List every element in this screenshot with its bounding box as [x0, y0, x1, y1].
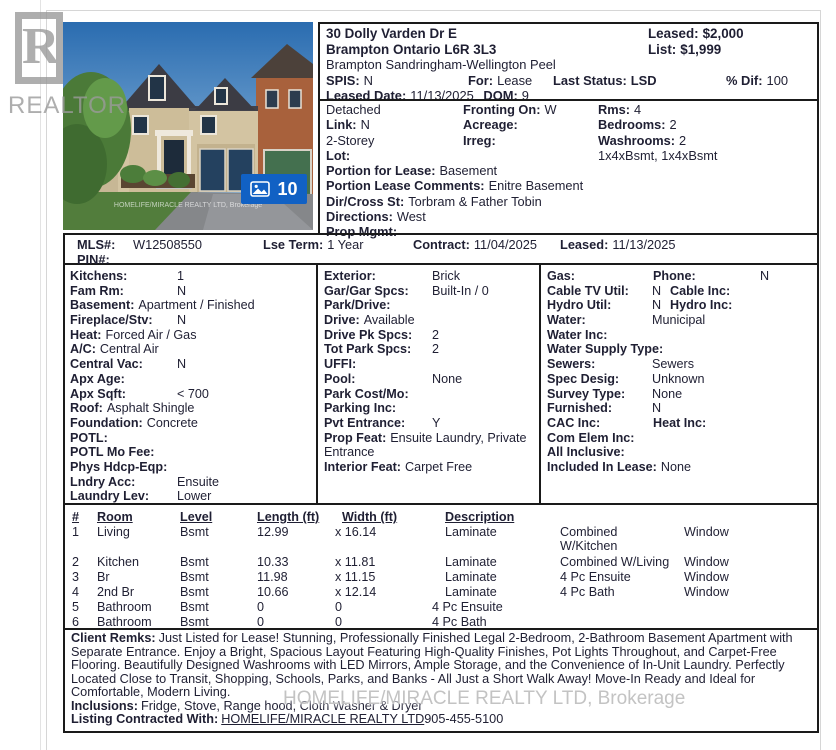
mls-number: W12508550 [133, 237, 203, 252]
details-right-column: Gas: Phone: N Cable TV Util: N Cable Inc… [547, 269, 770, 474]
property-summary: Detached Fronting On: W Rms: 4 Link: N Acre… [326, 102, 718, 240]
details-box: Kitchens: 1 Fam Rm: N Basement: Apartment /… [63, 265, 819, 505]
list-price: List: $1,999 [648, 41, 722, 57]
header-info-box: 30 Dolly Varden Dr E Leased: $2,000 Bramp… [318, 22, 819, 239]
remarks-text: Client Remks: Just Listed for Lease! Stun… [71, 631, 813, 727]
photo-count-badge[interactable]: 10 [241, 174, 307, 204]
washroom-detail: 1x4xBsmt, 1x4xBsmt [598, 147, 718, 163]
listing-photo: HOMELIFE/MIRACLE REALTY LTD, Brokerage 1… [47, 22, 313, 230]
page-frame [46, 10, 821, 750]
photo-watermark: HOMELIFE/MIRACLE REALTY LTD, Brokerage [113, 202, 263, 209]
client-remarks: Just Listed for Lease! Stunning, Profess… [71, 631, 793, 700]
municipality: Brampton Sandringham-Wellington Peel [326, 57, 556, 73]
outer-table-line [40, 0, 41, 750]
remarks-box: Client Remks: Just Listed for Lease! Stun… [63, 630, 819, 733]
realtor-letter: R [22, 18, 60, 75]
mls-row: MLS#: W12508550 Lse Term: 1 Year Contract… [77, 237, 676, 267]
realtor-logo-text: REALTOR [8, 92, 127, 119]
rooms-table: # Room Level Length (ft) Width (ft) Desc… [63, 505, 819, 630]
contracted-label: Listing Contracted With: [71, 712, 219, 727]
inclusions-label: Inclusions: [71, 698, 138, 713]
brokerage-link[interactable]: HOMELIFE/MIRACLE REALTY LTD [221, 712, 425, 727]
address-line2: Brampton Ontario L6R 3L3 [326, 41, 497, 57]
photo-count-icon [250, 181, 271, 197]
inclusions: Fridge, Stove, Range hood, Cloth Washer … [140, 698, 423, 713]
leased-price: Leased: $2,000 [648, 26, 744, 41]
brokerage-phone: 905-455-5100 [424, 712, 504, 727]
details-left-column: Kitchens: 1 Fam Rm: N Basement: Apartment /… [70, 269, 255, 504]
address-line1: 30 Dolly Varden Dr E [326, 26, 457, 41]
column-divider-2 [539, 265, 541, 503]
details-middle-column: Exterior: Brick Gar/Gar Spcs: Built-In / 0… [324, 269, 527, 474]
mls-strip: MLS#: W12508550 Lse Term: 1 Year Contract… [63, 233, 819, 267]
column-divider-1 [316, 265, 318, 503]
brokerage-watermark: HOMELIFE/MIRACLE REALTY LTD, Brokerage [283, 688, 686, 709]
photo-count: 10 [277, 178, 298, 199]
property-style: 2-Storey [326, 132, 375, 148]
status-row: SPIS: N For: Lease Last Status: LSD % Dif: 1… [326, 72, 789, 88]
address-block: 30 Dolly Varden Dr E Leased: $2,000 Bramp… [326, 26, 813, 104]
client-remarks-label: Client Remks: [71, 631, 156, 645]
header-divider [320, 99, 817, 101]
property-type: Detached [326, 102, 381, 117]
realtor-logo-icon: R [15, 12, 63, 84]
